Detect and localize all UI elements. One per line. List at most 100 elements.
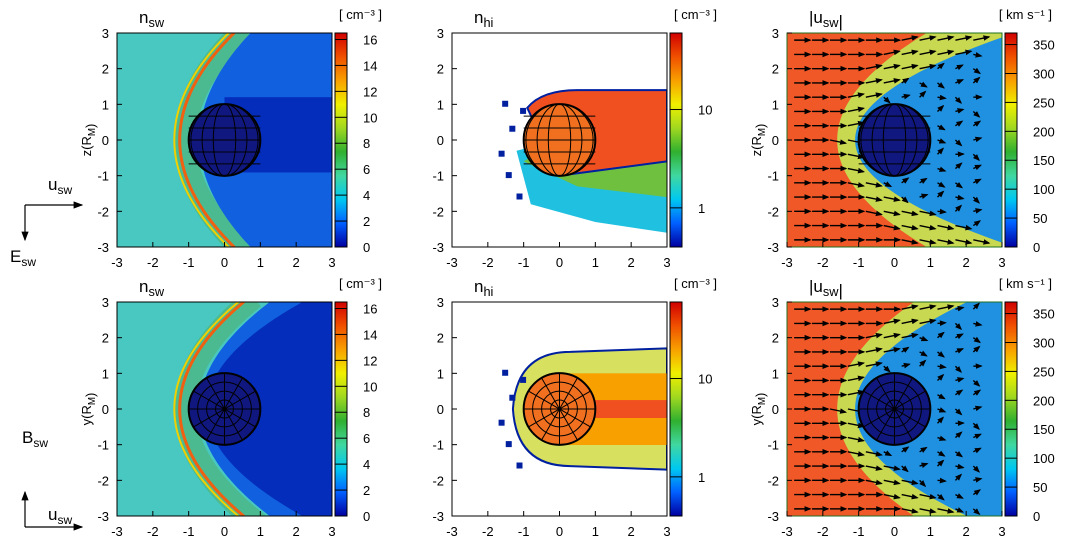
colorbar — [670, 33, 682, 247]
y-tick-label: 1 — [772, 366, 779, 381]
x-tick-label: -3 — [111, 255, 123, 270]
text-part: z(R — [749, 136, 764, 156]
text-part: n — [474, 8, 483, 27]
flow-arrow — [938, 480, 946, 481]
y-tick-label: -3 — [432, 240, 444, 255]
y-tick-label: 2 — [437, 331, 444, 346]
colorbar-tick-label: 300 — [1033, 66, 1055, 81]
x-tick-label: -3 — [446, 255, 458, 270]
y-tick-label: 0 — [772, 402, 779, 417]
label: z(RM) — [749, 124, 768, 157]
flow-arrow — [938, 323, 946, 324]
plot-area — [787, 13, 1039, 267]
colorbar-tick-label: 6 — [363, 162, 370, 177]
x-tick-label: -1 — [183, 255, 195, 270]
pixel — [502, 101, 508, 107]
flow-arrow — [938, 211, 946, 212]
annotation: usw — [48, 175, 72, 197]
y-tick-label: -2 — [97, 204, 109, 219]
subscript: M — [87, 128, 98, 136]
pixel — [499, 151, 505, 157]
pixel — [517, 463, 523, 469]
text-part: ) — [83, 124, 98, 128]
colorbar-tick-label: 0 — [1033, 509, 1040, 524]
annotation-sub: sw — [33, 436, 48, 450]
subscript: sw — [823, 15, 839, 30]
y-tick-label: 0 — [102, 402, 109, 417]
x-tick-label: 3 — [663, 255, 670, 270]
subscript: M — [87, 397, 98, 405]
x-tick-label: 0 — [556, 255, 563, 270]
annotation: Bsw — [22, 428, 48, 450]
y-tick-label: -2 — [432, 204, 444, 219]
y-tick-label: -1 — [767, 438, 779, 453]
annotation-sub: sw — [21, 255, 36, 269]
y-tick-label: 0 — [772, 133, 779, 148]
x-tick-label: -2 — [817, 524, 829, 539]
x-tick-label: 1 — [927, 255, 934, 270]
colorbar-tick-label: 12 — [363, 353, 377, 368]
y-tick-label: 1 — [772, 97, 779, 112]
x-tick-label: 3 — [998, 255, 1005, 270]
x-tick-label: 3 — [328, 255, 335, 270]
y-tick-label: 2 — [772, 62, 779, 77]
y-tick-label: -1 — [97, 438, 109, 453]
y-tick-label: -1 — [767, 169, 779, 184]
y-tick-label: 1 — [437, 366, 444, 381]
colorbar-tick-label: 6 — [363, 431, 370, 446]
y-tick-label: 0 — [437, 402, 444, 417]
annotation-sub: sw — [57, 183, 72, 197]
colorbar-tick-label: 150 — [1033, 422, 1055, 437]
annotation-arrows — [25, 205, 82, 527]
y-tick-label: -3 — [432, 509, 444, 524]
annotation: usw — [48, 505, 72, 527]
x-tick-label: -1 — [853, 524, 865, 539]
colorbar-tick-label: 50 — [1033, 480, 1047, 495]
label: |usw| — [809, 8, 843, 31]
annotation-text: u — [48, 175, 57, 194]
colorbar-tick-label: 2 — [363, 214, 370, 229]
subscript: M — [757, 397, 768, 405]
text-part: |u — [809, 8, 823, 27]
subscript: sw — [148, 284, 164, 299]
y-tick-label: -2 — [432, 473, 444, 488]
x-tick-label: 3 — [998, 524, 1005, 539]
colorbar-tick-label: 8 — [363, 136, 370, 151]
label: |usw| — [809, 277, 843, 300]
plot-area — [452, 33, 667, 247]
colorbar-tick-label: 0 — [363, 509, 370, 524]
y-tick-label: 1 — [102, 97, 109, 112]
colorbar-tick-label: 250 — [1033, 364, 1055, 379]
plot-area — [787, 282, 1022, 536]
text-part: n — [474, 277, 483, 296]
x-tick-label: -2 — [817, 255, 829, 270]
x-tick-label: 2 — [963, 524, 970, 539]
colorbar-tick-label: 10 — [363, 110, 377, 125]
colorbar-label: [ cm⁻³ ] — [339, 276, 382, 291]
subscript: hi — [483, 15, 493, 30]
colorbar-tick-label: 14 — [363, 58, 377, 73]
colorbar-tick-label: 8 — [363, 405, 370, 420]
text-part: | — [838, 281, 842, 300]
x-tick-label: -2 — [482, 524, 494, 539]
colorbar-tick-label: 10 — [363, 379, 377, 394]
y-tick-label: 3 — [102, 295, 109, 310]
x-tick-label: -1 — [518, 255, 530, 270]
label: y(RM) — [79, 393, 98, 426]
x-tick-label: -2 — [147, 524, 159, 539]
subscript: sw — [148, 15, 164, 30]
y-tick-label: 3 — [772, 295, 779, 310]
colorbar-tick-label: 1 — [698, 470, 705, 485]
text-part: y(R — [749, 405, 764, 425]
y-tick-label: 1 — [437, 97, 444, 112]
y-tick-label: -3 — [767, 240, 779, 255]
x-tick-label: 1 — [592, 255, 599, 270]
colorbar-tick-label: 250 — [1033, 95, 1055, 110]
y-tick-label: 0 — [437, 133, 444, 148]
text-part: n — [139, 277, 148, 296]
y-tick-label: 3 — [772, 26, 779, 41]
y-tick-label: 2 — [102, 331, 109, 346]
y-tick-label: -3 — [97, 509, 109, 524]
pixel — [509, 395, 515, 401]
x-tick-label: -3 — [111, 524, 123, 539]
